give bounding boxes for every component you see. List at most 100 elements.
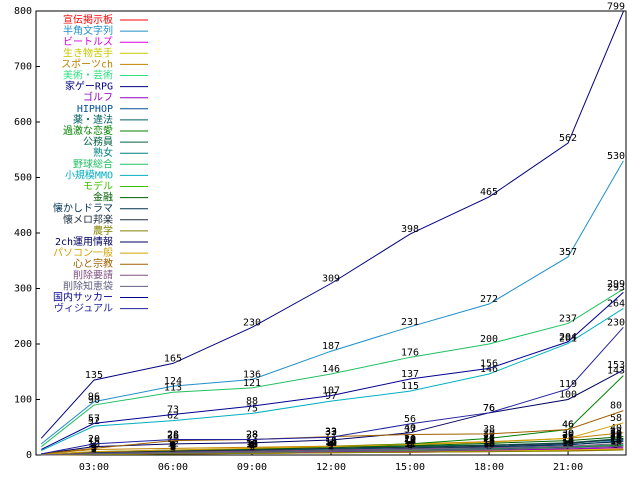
data-label: 23: [483, 432, 495, 443]
data-label: 22: [246, 433, 258, 444]
data-label: 20: [404, 434, 416, 445]
data-label: 5: [249, 442, 255, 453]
data-label: 113: [164, 382, 182, 393]
data-label: 5: [91, 442, 97, 453]
legend-label: 美術・芸術: [63, 69, 113, 82]
data-label: 13: [562, 438, 574, 449]
data-label: 28: [167, 429, 179, 440]
data-label: 12: [325, 438, 337, 449]
legend-label: スポーツch: [61, 58, 113, 70]
data-label: 5: [249, 442, 255, 453]
data-label: 15: [562, 437, 574, 448]
data-label: 14: [404, 437, 416, 448]
data-label: 6: [249, 442, 255, 453]
data-label: 30: [610, 428, 622, 439]
legend-label: ビートルズ: [63, 35, 113, 48]
data-label: 14: [610, 437, 622, 448]
data-label: 28: [610, 429, 622, 440]
data-label: 12: [246, 438, 258, 449]
data-label: 19: [404, 434, 416, 445]
data-label: 2: [91, 444, 97, 455]
data-label: 12: [325, 438, 337, 449]
legend-label: 農学: [93, 224, 113, 237]
legend-label: 公務員: [83, 135, 113, 148]
data-label: 3: [170, 443, 176, 454]
data-label: 5: [170, 442, 176, 453]
legend-label: 小規模MMO: [65, 169, 113, 181]
data-label: 88: [246, 396, 258, 407]
data-label: 124: [164, 376, 182, 387]
data-label: 33: [325, 427, 337, 438]
data-label: 24: [610, 432, 622, 443]
y-tick-label: 200: [14, 339, 32, 350]
data-label: 73: [167, 404, 179, 415]
data-label: 21: [610, 433, 622, 444]
data-label: 9: [249, 440, 255, 451]
data-label: 58: [610, 413, 622, 424]
series-line: [41, 292, 624, 450]
data-label: 2: [170, 444, 176, 455]
data-label: 6: [170, 442, 176, 453]
data-label: 18: [610, 435, 622, 446]
series-line: [41, 438, 624, 455]
legend-label: 削除要請: [73, 268, 113, 281]
data-label: 15: [325, 437, 337, 448]
data-label: 26: [562, 431, 574, 442]
series-line: [41, 449, 624, 456]
legend-label: 過激な恋愛: [63, 124, 113, 137]
series-line: [40, 11, 624, 439]
data-label: 30: [562, 428, 574, 439]
data-label: 52: [88, 416, 100, 427]
data-label: 76: [483, 403, 495, 414]
x-tick-label: 06:00: [158, 462, 188, 473]
y-tick-label: 100: [14, 395, 32, 406]
data-label: 204: [559, 332, 577, 343]
data-label: 230: [607, 317, 625, 328]
data-label: 19: [562, 434, 574, 445]
data-label: 8: [170, 441, 176, 452]
data-label: 75: [246, 403, 258, 414]
data-label: 201: [559, 333, 577, 344]
data-label: 10: [246, 439, 258, 450]
data-label: 11: [246, 439, 258, 450]
x-tick-label: 12:00: [316, 462, 346, 473]
data-label: 299: [607, 279, 625, 290]
data-label: 17: [483, 436, 495, 447]
data-label: 17: [610, 436, 622, 447]
data-label: 10: [325, 439, 337, 450]
y-tick-label: 700: [14, 62, 32, 73]
data-label: 272: [480, 294, 498, 305]
legend-label: 削除知恵袋: [63, 279, 113, 292]
legend-label: モデル: [83, 180, 113, 193]
legend-label: 生き物苦手: [63, 46, 113, 59]
data-label: 7: [170, 441, 176, 452]
legend-label: 野球総合: [73, 157, 113, 170]
y-tick-label: 600: [14, 117, 32, 128]
data-label: 90: [88, 395, 100, 406]
data-label: 30: [562, 428, 574, 439]
data-label: 46: [562, 419, 574, 430]
series-line: [41, 422, 624, 455]
series-line: [40, 160, 624, 445]
data-label: 21: [483, 433, 495, 444]
legend-label: ヴィジュアル: [54, 302, 113, 315]
legend-label: 家ゲーRPG: [65, 80, 113, 93]
data-label: 9: [249, 440, 255, 451]
data-label: 5: [170, 442, 176, 453]
data-label: 20: [88, 434, 100, 445]
legend-label: パソコン一般: [53, 246, 113, 259]
data-label: 146: [480, 364, 498, 375]
data-label: 1: [91, 444, 97, 455]
data-label: 530: [607, 151, 625, 162]
data-label: 57: [88, 413, 100, 424]
data-label: 293: [607, 282, 625, 293]
legend-label: 2ch運用情報: [55, 235, 113, 248]
data-label: 2: [91, 444, 97, 455]
data-label: 14: [404, 437, 416, 448]
x-tick-label: 18:00: [474, 462, 504, 473]
x-tick-label: 15:00: [395, 462, 425, 473]
data-label: 10: [483, 439, 495, 450]
data-label: 12: [404, 438, 416, 449]
data-label: 200: [480, 334, 498, 345]
